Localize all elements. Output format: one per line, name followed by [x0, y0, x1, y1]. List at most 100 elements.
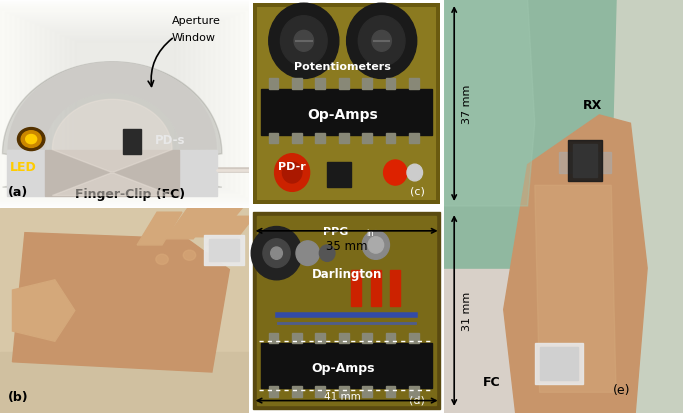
Bar [409, 133, 419, 144]
Bar [75, 42, 175, 167]
Bar [268, 79, 279, 90]
Bar [316, 133, 325, 144]
Polygon shape [8, 150, 45, 196]
Bar [55, 33, 195, 175]
Bar [339, 133, 348, 144]
Circle shape [268, 4, 339, 79]
Circle shape [320, 245, 335, 262]
Bar [385, 79, 395, 90]
Circle shape [21, 131, 41, 148]
Bar [20, 19, 229, 190]
Bar [204, 235, 245, 266]
Text: (c): (c) [410, 186, 424, 196]
Bar [371, 270, 380, 307]
Text: PD-s: PD-s [154, 133, 185, 146]
Bar [124, 129, 141, 154]
Bar [261, 344, 432, 389]
Polygon shape [503, 116, 647, 413]
Text: 35 mm: 35 mm [326, 240, 367, 252]
Polygon shape [45, 150, 180, 196]
Bar [316, 79, 325, 90]
Bar [292, 333, 302, 344]
Text: in: in [366, 228, 374, 237]
Bar [292, 79, 302, 90]
Circle shape [362, 231, 389, 260]
Polygon shape [12, 233, 229, 372]
Bar [50, 31, 199, 177]
Text: LED: LED [10, 160, 37, 173]
Text: PPG: PPG [323, 226, 348, 236]
Polygon shape [166, 204, 218, 239]
Bar [352, 270, 361, 307]
Text: Aperture: Aperture [172, 16, 221, 26]
Text: PD-r: PD-r [279, 162, 306, 172]
Polygon shape [137, 213, 182, 245]
Bar [10, 14, 239, 194]
Bar [316, 333, 325, 344]
Circle shape [296, 241, 320, 266]
Polygon shape [8, 63, 217, 150]
Text: (e): (e) [613, 384, 630, 396]
Circle shape [251, 227, 302, 280]
Polygon shape [180, 150, 217, 196]
Circle shape [156, 254, 168, 265]
Circle shape [263, 239, 290, 268]
Bar [292, 133, 302, 144]
Bar [40, 27, 210, 181]
Bar [30, 23, 219, 185]
Text: Op-Amps: Op-Amps [307, 108, 378, 122]
Polygon shape [191, 204, 246, 237]
Polygon shape [207, 217, 254, 245]
Bar [15, 17, 234, 192]
Bar [268, 333, 279, 344]
Bar [385, 333, 395, 344]
Text: FC: FC [483, 375, 501, 388]
Bar [391, 270, 400, 307]
Bar [339, 79, 348, 90]
Polygon shape [8, 63, 217, 150]
Bar [535, 343, 583, 384]
Bar [70, 40, 180, 169]
Bar [573, 145, 597, 178]
Bar [409, 333, 419, 344]
Polygon shape [0, 352, 249, 413]
Bar [362, 333, 372, 344]
Text: 37 mm: 37 mm [462, 85, 473, 124]
Circle shape [359, 17, 405, 67]
Text: RX: RX [583, 99, 602, 112]
Bar [362, 387, 372, 396]
Circle shape [368, 237, 384, 254]
Bar [339, 333, 348, 344]
Circle shape [407, 165, 423, 181]
Bar [540, 347, 578, 380]
Polygon shape [535, 186, 616, 392]
Circle shape [347, 4, 417, 79]
Polygon shape [0, 209, 249, 413]
Polygon shape [444, 0, 616, 268]
Bar [5, 12, 245, 196]
Bar [409, 387, 419, 396]
Circle shape [26, 135, 37, 144]
Bar [210, 239, 239, 262]
Bar [362, 133, 372, 144]
Bar [268, 133, 279, 144]
Bar [385, 387, 395, 396]
Text: 41 mm: 41 mm [324, 391, 361, 401]
Bar [0, 10, 249, 198]
Circle shape [281, 17, 327, 67]
Text: Potentiometers: Potentiometers [294, 62, 391, 72]
Bar [60, 36, 189, 173]
Text: (d): (d) [408, 395, 424, 405]
Text: (a): (a) [8, 185, 28, 198]
Circle shape [275, 154, 309, 192]
Bar [292, 387, 302, 396]
Text: (b): (b) [8, 390, 28, 403]
Polygon shape [53, 100, 172, 196]
Circle shape [384, 161, 407, 185]
Bar [568, 140, 602, 182]
Polygon shape [444, 0, 683, 413]
Bar [409, 79, 419, 90]
Text: Finger-Clip (FC): Finger-Clip (FC) [74, 187, 184, 200]
Polygon shape [444, 0, 563, 413]
Polygon shape [444, 0, 535, 206]
